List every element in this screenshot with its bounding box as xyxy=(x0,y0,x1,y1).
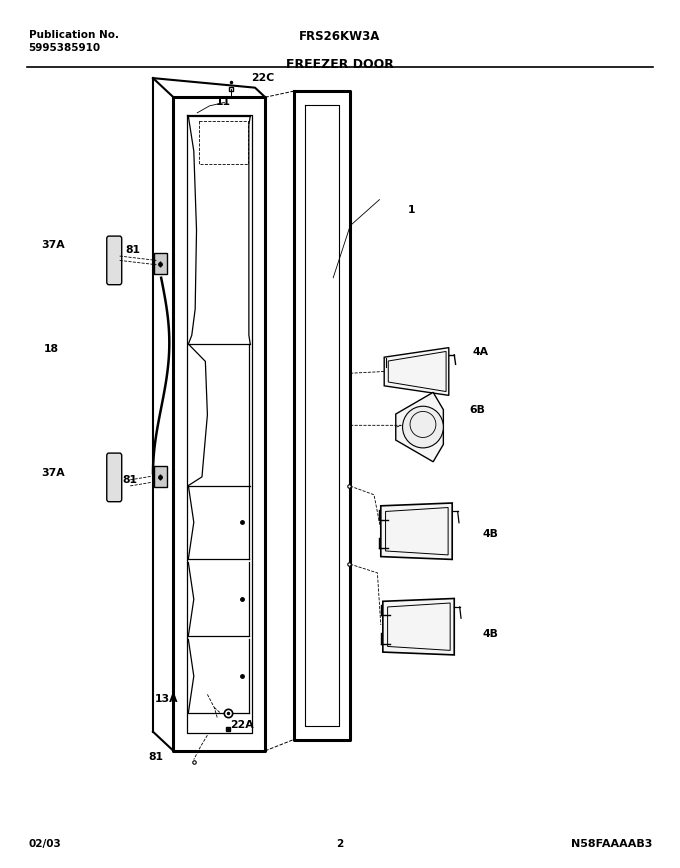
Text: 6B: 6B xyxy=(469,404,485,415)
Text: 37A: 37A xyxy=(41,240,65,250)
Text: FRS26KW3A: FRS26KW3A xyxy=(299,30,381,43)
FancyBboxPatch shape xyxy=(107,453,122,502)
Polygon shape xyxy=(381,503,452,559)
Text: 2: 2 xyxy=(337,838,343,849)
FancyBboxPatch shape xyxy=(154,466,167,487)
Text: 81: 81 xyxy=(126,245,141,255)
Polygon shape xyxy=(383,599,454,654)
Polygon shape xyxy=(384,347,449,396)
Text: 22C: 22C xyxy=(252,73,275,83)
Text: 22A: 22A xyxy=(230,720,254,730)
Text: 5995385910: 5995385910 xyxy=(29,43,101,54)
Text: 13A: 13A xyxy=(155,694,179,704)
Text: 81: 81 xyxy=(122,475,137,485)
FancyBboxPatch shape xyxy=(154,253,167,274)
Ellipse shape xyxy=(403,406,443,448)
Text: Publication No.: Publication No. xyxy=(29,30,118,41)
Text: 4B: 4B xyxy=(483,529,498,539)
Polygon shape xyxy=(396,392,443,462)
Text: 1: 1 xyxy=(408,205,415,215)
Text: N58FAAAAB3: N58FAAAAB3 xyxy=(571,838,653,849)
Text: 81: 81 xyxy=(148,752,163,762)
Text: FREEZER DOOR: FREEZER DOOR xyxy=(286,58,394,71)
Text: 11: 11 xyxy=(216,97,231,108)
Text: 02/03: 02/03 xyxy=(29,838,61,849)
FancyBboxPatch shape xyxy=(107,236,122,285)
Text: 18: 18 xyxy=(44,344,59,354)
Text: 37A: 37A xyxy=(41,468,65,478)
Text: 4A: 4A xyxy=(473,346,489,357)
Text: 4B: 4B xyxy=(483,628,498,639)
